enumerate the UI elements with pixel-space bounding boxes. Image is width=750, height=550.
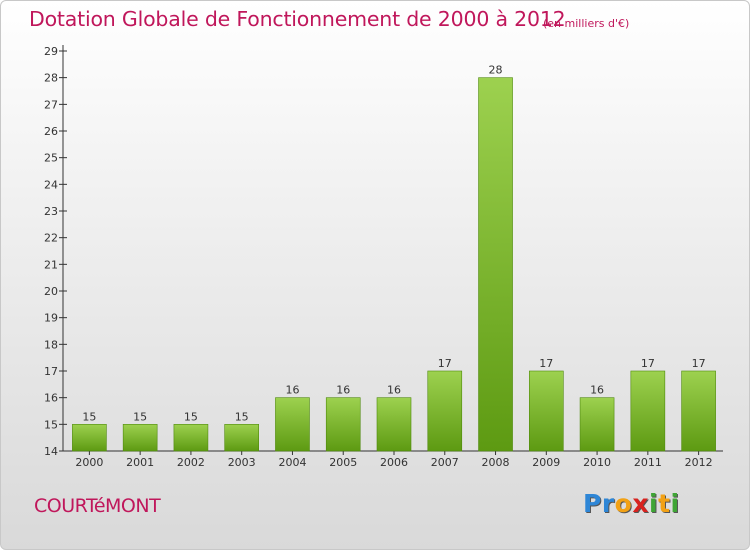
logo-letter: P xyxy=(583,489,602,518)
bar xyxy=(224,424,259,452)
bar-value-label: 17 xyxy=(539,357,553,370)
y-tick-label: 28 xyxy=(44,72,58,85)
x-tick-label: 2010 xyxy=(583,456,611,469)
x-tick-label: 2006 xyxy=(380,456,408,469)
x-tick-label: 2003 xyxy=(228,456,256,469)
unit-label: (en milliers d'€) xyxy=(543,17,630,30)
y-tick-label: 17 xyxy=(44,365,58,378)
bar xyxy=(630,370,666,452)
proxiti-logo[interactable]: Proxiti xyxy=(583,489,680,518)
x-tick-label: 2008 xyxy=(482,456,510,469)
logo-letter: r xyxy=(601,489,615,518)
chart-axes: 14 15 16 17 18 19 20 21 22 23 24 25 26 27 28 29 2000 2001… xyxy=(44,45,723,469)
x-tick-label: 2012 xyxy=(685,456,713,469)
y-tick-label: 24 xyxy=(44,178,58,191)
y-tick-label: 16 xyxy=(44,392,58,405)
bar-value-label: 16 xyxy=(590,384,604,397)
bar xyxy=(325,397,361,452)
bar xyxy=(579,397,615,452)
bar xyxy=(173,424,209,452)
logo-letter: x xyxy=(632,489,649,518)
y-tick-label: 19 xyxy=(44,312,58,325)
x-tick-label: 2011 xyxy=(634,456,662,469)
bar-value-label: 16 xyxy=(336,384,350,397)
bar xyxy=(72,424,107,452)
bar-value-label: 17 xyxy=(641,357,655,370)
x-tick-label: 2000 xyxy=(75,456,103,469)
x-tick-label: 2001 xyxy=(126,456,154,469)
x-tick-label: 2002 xyxy=(177,456,205,469)
bar-value-label: 15 xyxy=(184,410,198,423)
bar xyxy=(478,77,513,452)
bar-value-label: 17 xyxy=(438,357,452,370)
bar-value-label: 15 xyxy=(235,410,249,423)
y-tick-label: 21 xyxy=(44,258,58,271)
y-tick-label: 25 xyxy=(44,152,58,165)
chart-title: Dotation Globale de Fonctionnement de 20… xyxy=(29,7,566,31)
y-tick-label: 22 xyxy=(44,232,58,245)
bar-value-label: 15 xyxy=(82,410,96,423)
bar-value-label: 15 xyxy=(133,410,147,423)
y-tick-label: 20 xyxy=(44,285,58,298)
y-tick-label: 18 xyxy=(44,338,58,351)
y-tick-label: 23 xyxy=(44,205,58,218)
x-tick-label: 2009 xyxy=(532,456,560,469)
x-tick-label: 2007 xyxy=(431,456,459,469)
bar xyxy=(681,370,716,452)
commune-name: COURTéMONT xyxy=(34,495,161,517)
bar xyxy=(376,397,412,452)
bar-series xyxy=(72,77,716,452)
y-tick-label: 15 xyxy=(44,418,58,431)
x-tick-label: 2005 xyxy=(329,456,357,469)
bar-value-label: 17 xyxy=(692,357,706,370)
logo-letter: i xyxy=(670,489,680,518)
bar-value-label: 16 xyxy=(285,384,299,397)
bar-value-label: 28 xyxy=(489,64,503,77)
y-tick-label: 29 xyxy=(44,45,58,58)
x-tick-label: 2004 xyxy=(278,456,306,469)
logo-letter: i xyxy=(649,489,659,518)
bar xyxy=(275,397,310,452)
data-labels: 15 15 15 15 16 16 16 17 28 17 16 17 17 xyxy=(82,64,705,424)
logo-letter: o xyxy=(614,489,633,518)
y-tick-label: 14 xyxy=(44,445,58,458)
y-tick-label: 27 xyxy=(44,98,58,111)
logo-letter: t xyxy=(658,489,671,518)
bar xyxy=(529,370,564,452)
y-tick-label: 26 xyxy=(44,125,58,138)
bar xyxy=(122,424,158,452)
bar xyxy=(427,370,463,452)
bar-value-label: 16 xyxy=(387,384,401,397)
